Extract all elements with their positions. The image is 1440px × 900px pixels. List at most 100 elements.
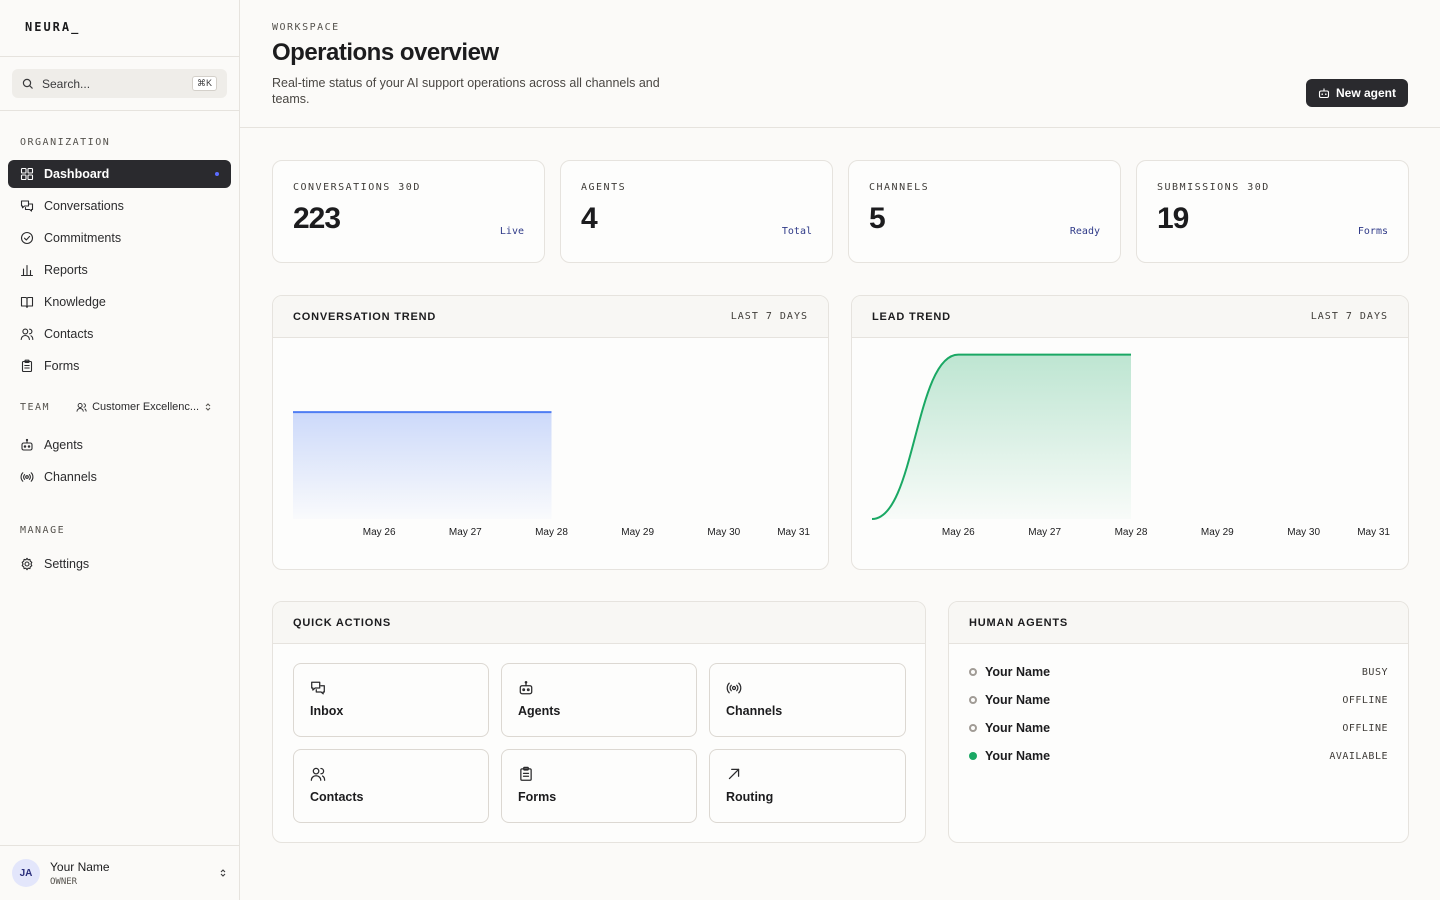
quick-action-label: Inbox (310, 704, 344, 718)
x-tick-label: May 26 (363, 527, 396, 538)
human-agents-panel: HUMAN AGENTS Your Name BUSY Your Name OFFLI… (948, 601, 1409, 843)
stat-label: SUBMISSIONS 30D (1157, 182, 1270, 193)
sidebar-item-contacts[interactable]: Contacts (8, 320, 231, 348)
avatar: JA (12, 859, 40, 887)
new-agent-button[interactable]: New agent (1305, 79, 1408, 107)
series-area (293, 412, 552, 519)
conversation-trend-panel: CONVERSATION TREND LAST 7 DAYS May 26 May… (272, 295, 829, 570)
x-tick-label: May 28 (535, 527, 568, 538)
organization-nav: Dashboard Conversations Commitments Reports… (0, 160, 239, 380)
sidebar-item-dashboard[interactable]: Dashboard (8, 160, 231, 188)
robot-icon (1318, 88, 1330, 99)
x-tick-label: May 29 (1201, 527, 1234, 538)
quick-actions-grid: Inbox Agents Channels Contacts Forms Routing (293, 663, 906, 823)
user-name: Your Name (50, 859, 110, 874)
stat-card-agents[interactable]: AGENTS 4 Total (560, 160, 833, 263)
quick-action-routing[interactable]: Routing (709, 749, 906, 823)
reports-icon (20, 263, 34, 277)
sidebar-item-commitments[interactable]: Commitments (8, 224, 231, 252)
stat-card-conversations-30d[interactable]: CONVERSATIONS 30D 223 Live (272, 160, 545, 263)
page-title: Operations overview (272, 39, 499, 66)
x-tick-label: May 31 (777, 527, 810, 538)
team-selector-label: Customer Excellenc... (92, 401, 200, 413)
human-agent-row[interactable]: Your Name OFFLINE (969, 714, 1388, 742)
sidebar-item-label: Forms (44, 359, 80, 373)
status-dot (969, 724, 977, 732)
quick-action-forms[interactable]: Forms (501, 749, 697, 823)
sidebar-item-label: Reports (44, 263, 88, 277)
routing-icon (726, 766, 742, 782)
quick-action-label: Forms (518, 790, 557, 804)
x-tick-label: May 27 (1028, 527, 1061, 538)
quick-action-label: Routing (726, 790, 774, 804)
quick-actions-title: QUICK ACTIONS (293, 616, 391, 629)
main-content: WORKSPACE Operations overview Real-time … (240, 0, 1440, 900)
lead-trend-range[interactable]: LAST 7 DAYS (1310, 311, 1388, 322)
sidebar-item-agents[interactable]: Agents (8, 431, 231, 459)
quick-action-label: Agents (518, 704, 561, 718)
search-input[interactable]: Search... ⌘K (12, 69, 227, 98)
agents-icon (518, 680, 534, 696)
x-tick-label: May 31 (1357, 527, 1390, 538)
dashboard-icon (20, 167, 34, 181)
human-agent-row[interactable]: Your Name BUSY (969, 658, 1388, 686)
inbox-icon (310, 680, 326, 696)
stat-tag: Ready (1069, 226, 1100, 237)
conversation-trend-chart: May 26 May 27 May 28 May 29 May 30 May 31 (293, 411, 810, 538)
chevron-updown-icon (220, 869, 226, 877)
search-icon (22, 78, 33, 89)
stat-cards: CONVERSATIONS 30D 223 Live AGENTS 4 Total CHAN… (272, 160, 1409, 263)
team-selector[interactable]: Customer Excellenc... (76, 401, 212, 413)
active-indicator (215, 172, 219, 176)
human-agent-status: OFFLINE (1342, 694, 1388, 706)
settings-icon (20, 557, 34, 571)
quick-action-agents[interactable]: Agents (501, 663, 697, 737)
channels-icon (20, 470, 34, 484)
quick-action-label: Channels (726, 704, 783, 718)
page-subtitle: Real-time status of your AI support oper… (272, 76, 660, 106)
sidebar-item-reports[interactable]: Reports (8, 256, 231, 284)
user-menu[interactable]: JA Your Name OWNER (0, 845, 239, 900)
sidebar-item-settings[interactable]: Settings (8, 550, 231, 578)
sidebar-item-label: Dashboard (44, 167, 110, 181)
human-agent-row[interactable]: Your Name OFFLINE (969, 686, 1388, 714)
brand-logo[interactable]: NEURA_ (0, 0, 239, 57)
stat-label: AGENTS (581, 182, 627, 193)
conversation-trend-range[interactable]: LAST 7 DAYS (730, 311, 808, 322)
quick-actions-panel: QUICK ACTIONS Inbox Agents Channels Contact… (272, 601, 926, 843)
page-header: WORKSPACE Operations overview Real-time … (240, 0, 1440, 128)
status-dot (969, 752, 977, 760)
lead-trend-title: LEAD TREND (872, 310, 951, 323)
human-agent-status: AVAILABLE (1329, 750, 1388, 762)
x-tick-label: May 28 (1115, 527, 1148, 538)
stat-card-channels[interactable]: CHANNELS 5 Ready (848, 160, 1121, 263)
contacts-icon (310, 766, 326, 782)
new-agent-label: New agent (1335, 86, 1396, 100)
sidebar-item-knowledge[interactable]: Knowledge (8, 288, 231, 316)
human-agent-name: Your Name (985, 693, 1051, 707)
human-agent-row[interactable]: Your Name AVAILABLE (969, 742, 1388, 770)
stat-value: 5 (869, 202, 886, 235)
quick-action-inbox[interactable]: Inbox (293, 663, 489, 737)
chevron-updown-icon (205, 403, 211, 411)
human-agent-name: Your Name (985, 665, 1051, 679)
section-label-team: TEAM (20, 401, 51, 413)
stat-card-submissions-30d[interactable]: SUBMISSIONS 30D 19 Forms (1136, 160, 1409, 263)
sidebar-item-label: Contacts (44, 327, 94, 341)
stat-label: CHANNELS (869, 182, 930, 193)
forms-icon (20, 359, 34, 373)
manage-nav: Settings (0, 550, 239, 578)
search-placeholder: Search... (42, 76, 91, 91)
x-tick-label: May 26 (942, 527, 975, 538)
agents-icon (20, 438, 34, 452)
sidebar-item-conversations[interactable]: Conversations (8, 192, 231, 220)
section-label-organization: ORGANIZATION (20, 137, 111, 148)
sidebar-item-label: Channels (44, 470, 97, 484)
search-shortcut: ⌘K (191, 76, 217, 91)
sidebar-item-forms[interactable]: Forms (8, 352, 231, 380)
sidebar-item-channels[interactable]: Channels (8, 463, 231, 491)
human-agent-status: OFFLINE (1342, 722, 1388, 734)
quick-action-contacts[interactable]: Contacts (293, 749, 489, 823)
quick-action-channels[interactable]: Channels (709, 663, 906, 737)
sidebar-item-label: Agents (44, 438, 83, 452)
